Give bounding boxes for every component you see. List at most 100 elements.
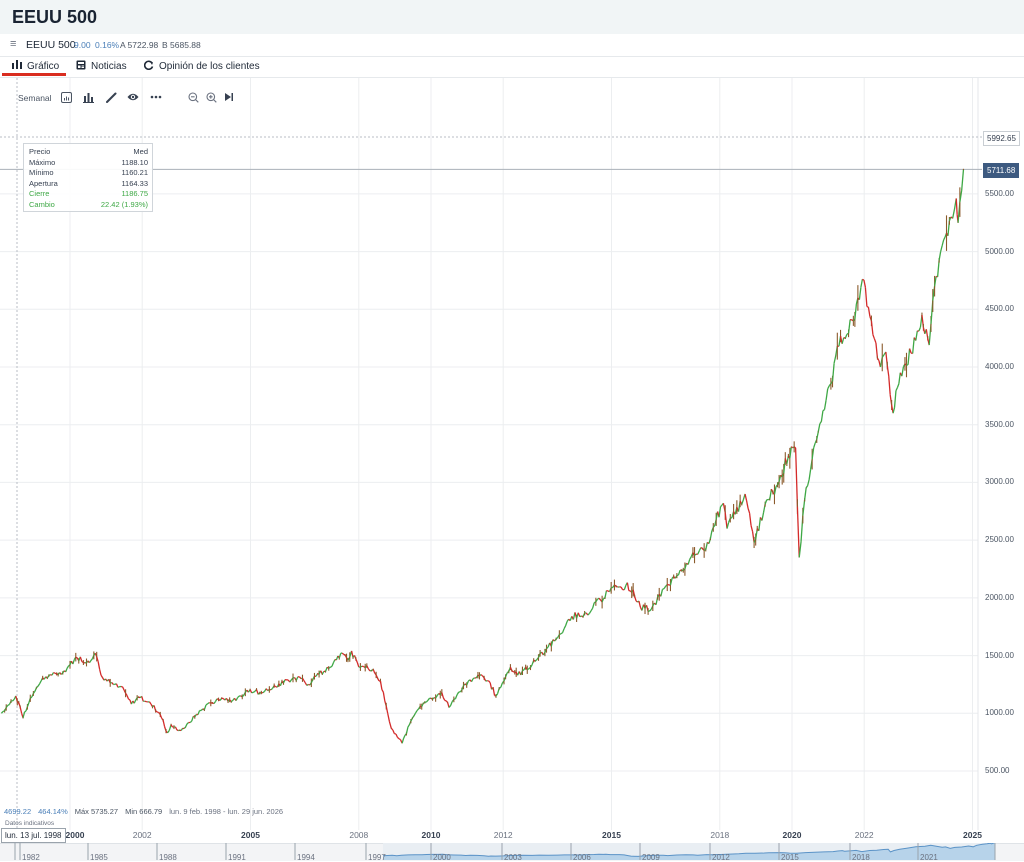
price-segment <box>747 501 749 509</box>
price-segment <box>803 500 805 516</box>
price-segment <box>867 307 869 308</box>
price-segment <box>307 684 308 685</box>
price-segment <box>942 240 944 246</box>
stats-percent: 464.14% <box>38 807 68 816</box>
price-segment <box>13 699 15 701</box>
price-segment <box>388 713 390 722</box>
price-segment <box>284 680 286 683</box>
price-segment <box>796 448 798 507</box>
change-value: 9.00 <box>74 40 91 50</box>
change-percent: 0.16% <box>95 40 119 50</box>
price-segment <box>489 681 490 683</box>
tab-opinion-clientes[interactable]: Opinión de los clientes <box>144 60 260 73</box>
interval-selector[interactable]: Semanal <box>18 93 52 103</box>
price-segment <box>797 507 799 558</box>
price-segment <box>874 339 876 343</box>
ohlc-label: Máximo <box>29 158 55 168</box>
zoom-out-icon[interactable] <box>186 90 200 104</box>
price-segment <box>192 716 194 721</box>
price-segment <box>849 320 851 334</box>
price-segment <box>198 711 200 715</box>
price-segment <box>163 720 164 726</box>
price-segment <box>627 583 628 591</box>
draw-icon[interactable] <box>104 90 118 104</box>
ohlc-row-close: Cierre 1186.75 <box>29 189 148 199</box>
hamburger-icon[interactable]: ≡ <box>10 39 16 50</box>
price-segment <box>368 669 370 671</box>
price-segment <box>664 586 666 588</box>
price-segment <box>149 702 151 704</box>
price-segment <box>360 666 362 667</box>
price-segment <box>794 447 795 448</box>
price-segment <box>406 727 407 734</box>
y-tick-label: 3500.00 <box>985 420 1014 429</box>
price-segment <box>908 349 910 365</box>
y-tick-label: 4500.00 <box>985 304 1014 313</box>
price-segment <box>805 488 807 500</box>
navigator-year-label: 1988 <box>159 853 177 862</box>
visibility-icon[interactable] <box>126 90 140 104</box>
ohlc-tooltip: Precio Med Máximo 1188.10 Mínimo 1160.21… <box>23 143 153 212</box>
zoom-in-icon[interactable] <box>204 90 218 104</box>
price-segment <box>389 722 391 728</box>
title-bar: EEUU 500 <box>0 0 1024 34</box>
ohlc-value: 1188.10 <box>121 158 148 168</box>
ohlc-header-label: Precio <box>29 147 50 157</box>
price-segment <box>944 237 945 240</box>
price-segment <box>661 589 663 596</box>
price-segment <box>956 198 957 214</box>
refresh-circle-icon <box>144 60 154 73</box>
ohlc-value: 22.42 (1.93%) <box>101 200 148 210</box>
price-segment <box>512 671 513 672</box>
price-segment <box>806 486 808 488</box>
price-segment <box>53 673 55 674</box>
x-tick-label: 2018 <box>710 830 729 840</box>
price-segment <box>455 695 457 699</box>
navigator-year-label: 1991 <box>228 853 246 862</box>
tab-grafico[interactable]: Gráfico <box>12 60 59 72</box>
x-tick-label: 2008 <box>349 830 368 840</box>
ohlc-row-low: Mínimo 1160.21 <box>29 168 148 178</box>
price-segment <box>417 709 419 711</box>
price-segment <box>449 705 451 707</box>
navigator-year-label: 2000 <box>433 853 451 862</box>
navigator-year-label: 1997 <box>368 853 386 862</box>
price-segment <box>195 714 197 716</box>
ohlc-header-value: Med <box>133 147 148 157</box>
indicators-icon[interactable] <box>81 90 95 104</box>
price-segment <box>304 681 305 683</box>
x-tick-label: 2022 <box>855 830 874 840</box>
more-icon[interactable] <box>149 90 163 104</box>
chart-type-icon[interactable] <box>59 90 73 104</box>
price-segment <box>467 681 469 685</box>
price-segment <box>443 698 444 701</box>
y-tick-label: 2500.00 <box>985 535 1014 544</box>
price-segment <box>27 703 28 707</box>
navigator-year-label: 2006 <box>573 853 591 862</box>
y-tick-label: 5500.00 <box>985 189 1014 198</box>
price-segment <box>128 699 129 700</box>
price-segment <box>861 279 863 287</box>
page-title: EEUU 500 <box>12 7 97 28</box>
price-segment <box>698 551 700 554</box>
navigator-year-label: 1982 <box>22 853 40 862</box>
price-chart[interactable] <box>0 78 1024 860</box>
stats-range: lun. 9 feb. 1998 - lun. 29 jun. 2026 <box>169 807 283 816</box>
price-segment <box>710 531 711 539</box>
y-tick-label: 1000.00 <box>985 708 1014 717</box>
go-to-end-icon[interactable] <box>222 90 236 104</box>
price-segment <box>506 673 508 677</box>
price-segment <box>842 338 844 344</box>
x-tick-label: 2025 <box>963 830 982 840</box>
price-segment <box>263 691 265 692</box>
price-segment <box>67 666 68 668</box>
price-segment <box>177 730 178 731</box>
price-segment <box>134 700 135 703</box>
price-segment <box>52 673 54 676</box>
price-segment <box>962 169 964 190</box>
price-segment <box>342 653 343 654</box>
price-segment <box>100 669 101 675</box>
price-segment <box>820 421 822 423</box>
x-tick-label: 2010 <box>422 830 441 840</box>
tab-noticias[interactable]: Noticias <box>76 60 127 73</box>
